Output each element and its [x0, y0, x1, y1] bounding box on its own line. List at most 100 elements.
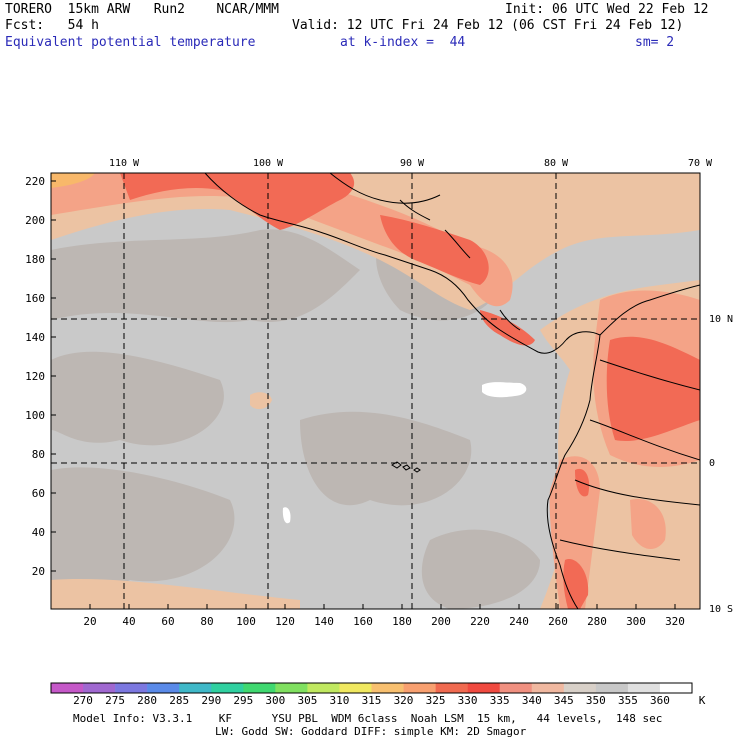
x-tick-label: 260: [548, 615, 568, 628]
x-tick-label: 120: [275, 615, 295, 628]
colorbar-swatch: [467, 683, 500, 693]
colorbar-tick-label: 340: [521, 694, 542, 707]
x-tick-label: 200: [431, 615, 451, 628]
mexico-coastline: [329, 173, 441, 204]
x-tick-label: 100: [236, 615, 256, 628]
y-tick-label: 180: [25, 253, 45, 266]
salmon-region: [630, 499, 666, 550]
colorbar-swatch: [371, 683, 404, 693]
y-tick-label: 20: [32, 565, 45, 578]
colorbar-swatch: [659, 683, 693, 693]
lon-label: 90 W: [400, 158, 425, 169]
red-region: [380, 215, 489, 285]
tan-region: [51, 579, 300, 609]
colorbar-tick-label: 350: [585, 694, 606, 707]
red-region: [563, 559, 589, 609]
y-tick-label: 60: [32, 487, 45, 500]
grey-tan-region: [51, 229, 360, 323]
forecast-hour: Fcst: 54 h: [5, 18, 99, 33]
init-time: Init: 06 UTC Wed 22 Feb 12: [505, 2, 709, 17]
lon-label: 70 W: [688, 158, 713, 169]
model-info: Model Info: V3.3.1 KF YSU PBL WDM 6class…: [73, 712, 663, 725]
colorbar-swatch: [211, 683, 244, 693]
red-region: [606, 336, 700, 441]
colorbar-swatch: [627, 683, 661, 693]
colorbar-tick-label: 315: [361, 694, 382, 707]
grey-tan-region: [51, 351, 224, 446]
x-tick-label: 240: [509, 615, 529, 628]
lon-label: 100 W: [253, 158, 284, 169]
red-region: [120, 173, 355, 230]
lat-label: 10 S: [709, 604, 733, 615]
colorbar-tick-label: 310: [329, 694, 350, 707]
y-tick-label: 100: [25, 409, 45, 422]
colorbar-swatch: [339, 683, 372, 693]
south-america-coastline: [546, 331, 601, 609]
colorbar-swatch: [179, 683, 212, 693]
lat-label: 10 N: [709, 314, 733, 325]
physics-info: LW: Godd SW: Goddard DIFF: simple KM: 2D…: [215, 725, 527, 738]
grey-tan-region: [421, 529, 540, 609]
y-tick-label: 140: [25, 331, 45, 344]
colorbar: [50, 682, 693, 694]
graticule: [51, 173, 700, 609]
y-tick-label: 160: [25, 292, 45, 305]
colorbar-swatch: [243, 683, 276, 693]
grey-tan-region: [51, 467, 235, 600]
colorbar-swatch: [563, 683, 597, 693]
x-tick-label: 180: [392, 615, 412, 628]
colorbar-swatch: [531, 683, 565, 693]
field-name: Equivalent potential temperature: [5, 35, 256, 50]
map-frame: [50, 172, 701, 610]
grey-tan-region: [300, 411, 472, 506]
white-patch: [282, 507, 291, 524]
white-patch: [482, 382, 527, 398]
central-america-coastline: [204, 173, 567, 354]
y-tick-label: 220: [25, 175, 45, 188]
x-tick-label: 140: [314, 615, 334, 628]
valid-time: Valid: 12 UTC Fri 24 Feb 12 (06 CST Fri …: [292, 18, 684, 33]
y-tick-label: 80: [32, 448, 45, 461]
x-tick-label: 20: [83, 615, 96, 628]
colorbar-tick-label: 320: [393, 694, 414, 707]
colorbar-tick-label: 275: [105, 694, 126, 707]
colorbar-swatch: [147, 683, 180, 693]
colorbar-swatch: [403, 683, 436, 693]
y-tick-label: 120: [25, 370, 45, 383]
x-tick-label: 300: [626, 615, 646, 628]
yellow-region: [51, 173, 95, 188]
colorbar-swatch: [51, 683, 84, 693]
country-border: [399, 199, 700, 561]
colorbar-swatch: [115, 683, 148, 693]
tan-region: [250, 392, 272, 410]
colorbar-frame: [50, 682, 693, 694]
colorbar-tick-label: 345: [553, 694, 574, 707]
x-tick-label: 160: [353, 615, 373, 628]
colorbar-tick-label: 330: [457, 694, 478, 707]
x-tick-label: 220: [470, 615, 490, 628]
lon-label: 80 W: [544, 158, 569, 169]
colorbar-tick-label: 305: [297, 694, 318, 707]
colorbar-swatch: [595, 683, 629, 693]
x-tick-label: 320: [665, 615, 685, 628]
axis-ticks: [51, 180, 676, 609]
colorbar-swatch: [275, 683, 308, 693]
level-label: at k-index = 44: [340, 35, 466, 50]
colorbar-tick-label: 290: [201, 694, 222, 707]
x-tick-label: 40: [122, 615, 135, 628]
caribbean-coastline: [599, 284, 700, 336]
smoothing-label: sm= 2: [635, 35, 675, 50]
colorbar-swatch: [83, 683, 116, 693]
colorbar-tick-label: 355: [617, 694, 638, 707]
colorbar-tick-label: 335: [489, 694, 510, 707]
coastlines: [204, 173, 700, 609]
model-title: TORERO 15km ARW Run2 NCAR/MMM: [5, 2, 279, 17]
colorbar-tick-label: 300: [265, 694, 286, 707]
x-tick-label: 60: [161, 615, 174, 628]
x-tick-label: 280: [587, 615, 607, 628]
colorbar-tick-label: 285: [169, 694, 190, 707]
y-tick-label: 200: [25, 214, 45, 227]
lat-label: 0: [709, 458, 715, 469]
y-tick-label: 40: [32, 526, 45, 539]
